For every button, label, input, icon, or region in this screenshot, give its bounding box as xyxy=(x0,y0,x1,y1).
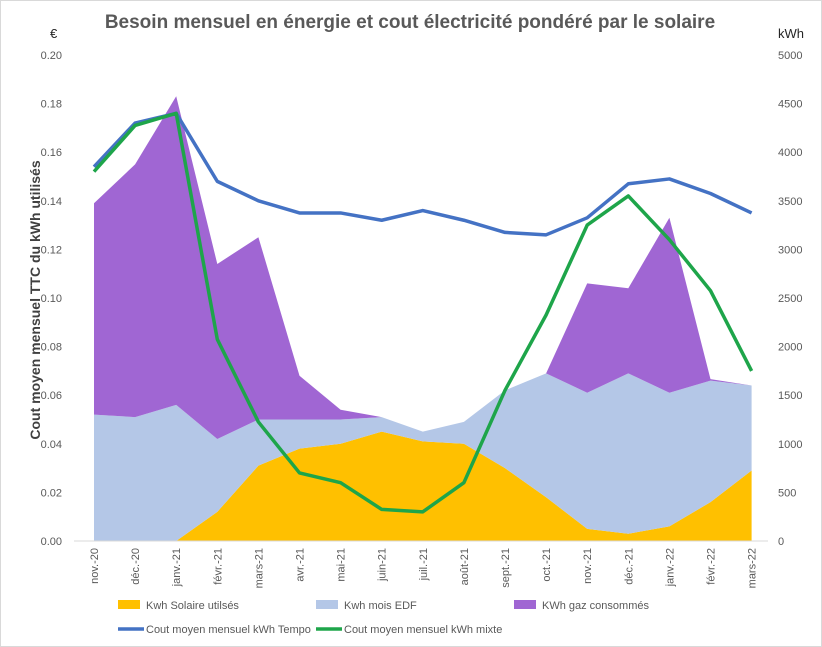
right-tick-label: 4500 xyxy=(778,99,802,111)
chart-title: Besoin mensuel en énergie et cout électr… xyxy=(105,12,715,33)
right-axis-ticks: 0 500 1000 1500 2000 2500 3000 3500 4000 4500 5000 xyxy=(778,50,802,548)
left-tick-label: 0.00 xyxy=(41,536,62,548)
left-tick-label: 0.02 xyxy=(41,487,62,499)
x-tick-label: juin-21 xyxy=(377,548,389,582)
legend-label: Cout moyen mensuel kWh Tempo xyxy=(146,624,311,636)
x-tick-label: nov.-20 xyxy=(89,548,101,584)
x-axis-ticks: nov.-20 déc.-20 janv.-21 févr.-21 mars-21 avr… xyxy=(89,548,759,588)
x-tick-label: août-21 xyxy=(459,548,471,585)
x-tick-label: déc.-20 xyxy=(130,548,142,585)
area-series-group xyxy=(94,96,752,541)
left-axis-ticks: 0.00 0.02 0.04 0.06 0.08 0.10 0.12 0.14 0.16 0.18… xyxy=(41,50,62,548)
x-tick-label: févr.-22 xyxy=(706,548,718,585)
right-tick-label: 0 xyxy=(778,536,784,548)
legend-label: Kwh Solaire utilsés xyxy=(146,600,239,612)
left-tick-label: 0.14 xyxy=(41,196,62,208)
x-tick-label: sept.-21 xyxy=(500,548,512,588)
right-tick-label: 1500 xyxy=(778,390,802,402)
left-tick-label: 0.16 xyxy=(41,147,62,159)
left-tick-label: 0.18 xyxy=(41,99,62,111)
legend-label: Kwh mois EDF xyxy=(344,600,417,612)
area-series-1 xyxy=(94,431,752,541)
right-tick-label: 500 xyxy=(778,487,796,499)
left-tick-label: 0.08 xyxy=(41,342,62,354)
right-tick-label: 1000 xyxy=(778,439,802,451)
legend-label: Cout moyen mensuel kWh mixte xyxy=(344,624,502,636)
right-tick-label: 3000 xyxy=(778,244,802,256)
right-tick-label: 3500 xyxy=(778,196,802,208)
x-tick-label: janv.-22 xyxy=(664,548,676,587)
right-tick-label: 2000 xyxy=(778,342,802,354)
legend-label: KWh gaz consommés xyxy=(542,600,649,612)
left-tick-label: 0.04 xyxy=(41,439,62,451)
left-tick-label: 0.12 xyxy=(41,244,62,256)
x-tick-label: mai-21 xyxy=(336,548,348,582)
right-tick-label: 4000 xyxy=(778,147,802,159)
x-tick-label: avr.-21 xyxy=(295,548,307,582)
line-series-group xyxy=(92,111,754,514)
x-tick-label: févr.-21 xyxy=(212,548,224,585)
legend-swatch xyxy=(316,600,338,609)
area-series-3 xyxy=(94,96,752,439)
area-series-2 xyxy=(94,373,752,541)
x-tick-label: nov.-21 xyxy=(582,548,594,584)
left-tick-label: 0.20 xyxy=(41,50,62,62)
right-tick-label: 2500 xyxy=(778,293,802,305)
x-tick-label: janv.-21 xyxy=(171,548,183,587)
left-tick-label: 0.10 xyxy=(41,293,62,305)
legend: Kwh Solaire utilsés Kwh mois EDF KWh gaz c… xyxy=(118,600,649,636)
right-tick-label: 5000 xyxy=(778,50,802,62)
left-axis-unit: € xyxy=(50,26,58,41)
left-tick-label: 0.06 xyxy=(41,390,62,402)
x-tick-label: mars-21 xyxy=(253,548,265,588)
right-axis-unit: kWh xyxy=(778,26,804,41)
legend-swatch xyxy=(514,600,536,609)
line-series-2 xyxy=(92,111,754,514)
y-axis-label: Cout moyen mensuel TTC du kWh utilisés xyxy=(27,160,43,439)
x-tick-label: juil.-21 xyxy=(418,548,430,581)
x-tick-label: mars-22 xyxy=(747,548,759,588)
x-tick-label: oct.-21 xyxy=(541,548,553,582)
x-tick-label: déc.-21 xyxy=(623,548,635,585)
legend-swatch xyxy=(118,600,140,609)
line-series-1 xyxy=(92,111,753,237)
